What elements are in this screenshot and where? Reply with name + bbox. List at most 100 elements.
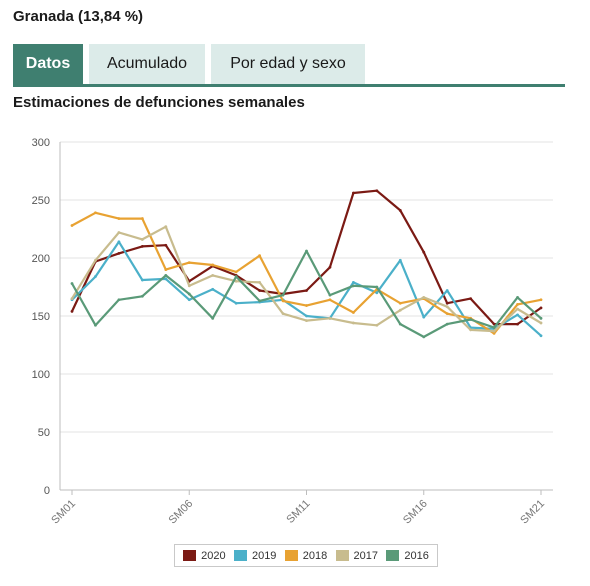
data-point-2017 (398, 308, 402, 312)
data-point-2018 (94, 211, 97, 215)
y-tick-label: 100 (32, 369, 50, 381)
data-point-2020 (422, 250, 426, 254)
data-point-2016 (211, 316, 215, 320)
data-point-2019 (516, 313, 519, 317)
tab-bar: Datos Acumulado Por edad y sexo (13, 44, 565, 86)
data-point-2018 (328, 298, 332, 302)
data-point-2016 (234, 275, 238, 278)
data-point-2017 (305, 319, 308, 323)
y-tick-label: 0 (44, 485, 50, 497)
data-point-2016 (140, 294, 144, 298)
data-point-2019 (398, 258, 402, 262)
data-point-2019 (94, 275, 97, 278)
data-point-2020 (398, 209, 402, 212)
data-point-2020 (352, 191, 355, 195)
legend-swatch (284, 550, 298, 561)
tab-acumulado[interactable]: Acumulado (89, 44, 205, 84)
data-point-2016 (94, 323, 97, 327)
data-point-2020 (117, 251, 121, 255)
data-point-2016 (539, 316, 543, 320)
tab-por-edad-y-sexo[interactable]: Por edad y sexo (211, 44, 365, 84)
data-point-2018 (234, 270, 238, 274)
legend-item-2019[interactable]: 2019 (233, 550, 276, 562)
data-point-2018 (539, 298, 543, 302)
y-tick-label: 150 (32, 311, 50, 323)
data-point-2017 (211, 274, 215, 277)
data-point-2017 (234, 279, 238, 283)
data-point-2016 (492, 326, 496, 329)
data-point-2018 (70, 224, 74, 227)
data-point-2019 (375, 291, 379, 295)
data-point-2018 (305, 304, 308, 307)
data-point-2019 (445, 289, 449, 292)
data-point-2020 (140, 245, 144, 248)
data-point-2019 (422, 315, 426, 319)
data-point-2019 (234, 301, 238, 305)
data-point-2016 (422, 335, 426, 339)
data-point-2020 (539, 306, 543, 310)
legend-item-2020[interactable]: 2020 (183, 550, 226, 562)
data-point-2017 (164, 225, 168, 229)
data-point-2019 (305, 314, 308, 318)
data-point-2016 (328, 293, 332, 297)
legend-item-2018[interactable]: 2018 (284, 549, 328, 562)
y-tick-label: 200 (32, 253, 50, 265)
data-point-2019 (352, 280, 355, 284)
x-tick-label: SM01 (49, 498, 78, 527)
chart-legend: 2020 2019 2018 2017 2016 (174, 544, 438, 567)
data-point-2018 (258, 254, 261, 258)
data-point-2019 (211, 287, 215, 291)
data-point-2016 (117, 298, 121, 302)
data-point-2017 (117, 231, 121, 234)
x-tick-label: SM21 (518, 498, 547, 527)
legend-swatch (386, 550, 400, 561)
data-point-2019 (117, 240, 121, 244)
legend-label: 2018 (302, 549, 328, 562)
data-point-2018 (211, 263, 215, 267)
legend-label: 2016 (404, 549, 429, 562)
data-point-2017 (352, 321, 355, 325)
data-point-2017 (445, 305, 449, 309)
data-point-2017 (187, 284, 191, 288)
data-point-2019 (539, 334, 543, 338)
data-point-2020 (70, 309, 74, 313)
legend-item-2016[interactable]: 2016 (386, 549, 429, 562)
data-point-2016 (516, 296, 519, 299)
data-point-2019 (164, 277, 168, 281)
line-chart: 0 50 100 150 200 250 300 SM01 SM06 SM11 SM16 SM21 (32, 137, 553, 527)
data-point-2020 (164, 243, 168, 247)
legend-item-2017[interactable]: 2017 (335, 549, 379, 562)
legend-swatch (183, 550, 197, 561)
legend-swatch (233, 550, 247, 561)
page-title: Granada (13,84 %) (13, 8, 144, 25)
data-point-2017 (328, 316, 332, 320)
data-point-2020 (375, 189, 379, 193)
data-point-2017 (140, 238, 144, 241)
legend-swatch (335, 550, 349, 561)
data-point-2016 (352, 284, 355, 288)
data-point-2020 (469, 297, 473, 300)
series-line-2016 (70, 249, 543, 338)
data-point-2016 (70, 282, 74, 285)
data-point-2016 (305, 249, 308, 253)
data-point-2018 (164, 268, 168, 271)
data-point-2017 (492, 329, 496, 333)
data-point-2020 (445, 301, 449, 305)
data-point-2017 (281, 312, 285, 316)
legend-label: 2017 (353, 549, 379, 562)
data-point-2017 (94, 258, 97, 262)
data-point-2019 (187, 298, 191, 302)
data-point-2019 (140, 278, 144, 282)
x-tick-label: SM11 (284, 498, 312, 526)
data-point-2017 (516, 307, 519, 311)
y-tick-label: 250 (32, 195, 50, 207)
data-point-2018 (117, 217, 121, 220)
series-line-2020 (70, 189, 543, 326)
data-point-2018 (140, 217, 144, 220)
data-point-2016 (258, 299, 261, 303)
tab-datos[interactable]: Datos (13, 44, 83, 84)
data-point-2016 (445, 322, 449, 326)
data-point-2016 (164, 274, 168, 277)
data-point-2017 (539, 321, 543, 325)
data-point-2017 (70, 297, 74, 300)
